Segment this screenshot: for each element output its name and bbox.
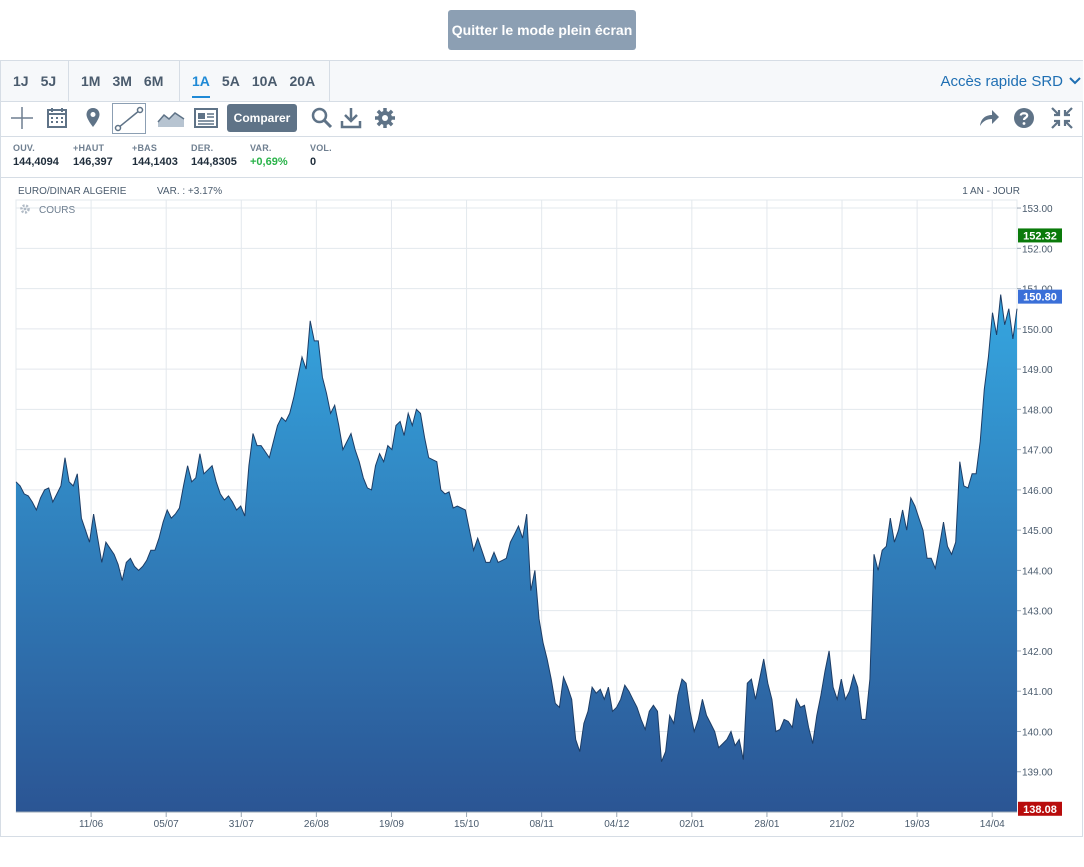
crosshair-icon[interactable] (8, 104, 36, 132)
x-tick-label: 04/12 (604, 819, 629, 830)
x-tick-label: 05/07 (154, 819, 179, 830)
y-tick-label: 145.00 (1022, 526, 1053, 537)
price-marker-label: 138.08 (1023, 804, 1057, 816)
variation-label: VAR. : +3.17% (157, 186, 222, 197)
map-pin-icon[interactable] (79, 104, 107, 132)
x-tick-label: 08/11 (530, 819, 555, 830)
compare-button[interactable]: Comparer (227, 104, 297, 132)
y-tick-label: 149.00 (1022, 365, 1053, 376)
x-tick-label: 28/01 (754, 819, 779, 830)
period-1j[interactable]: 1J (13, 73, 29, 89)
price-marker-label: 152.32 (1023, 230, 1057, 242)
y-tick-label: 144.00 (1022, 566, 1053, 577)
y-tick-label: 153.00 (1022, 204, 1053, 215)
stat-variation: VAR. +0,69% (250, 143, 288, 168)
help-icon[interactable] (1010, 104, 1038, 132)
y-tick-label: 141.00 (1022, 687, 1053, 698)
chart-panel: 1J 5J 1M 3M 6M 1A 5A 10A 20A Accès rapid… (0, 60, 1083, 837)
period-20a[interactable]: 20A (289, 73, 316, 89)
trendline-icon[interactable] (112, 103, 146, 134)
stat-last: DER. 144,8305 (191, 143, 237, 168)
stat-open: OUV. 144,4094 (13, 143, 59, 168)
price-markers: 152.32 150.80 138.08 (1018, 228, 1062, 816)
period-group-years: 1A 5A 10A 20A (180, 61, 330, 101)
x-tick-label: 26/08 (304, 819, 329, 830)
y-tick-label: 150.00 (1022, 325, 1053, 336)
search-icon[interactable] (308, 104, 336, 132)
period-label: 1 AN - JOUR (962, 186, 1020, 197)
calendar-icon[interactable] (43, 104, 71, 132)
y-tick-label: 146.00 (1022, 486, 1053, 497)
y-tick-label: 139.00 (1022, 768, 1053, 779)
y-tick-label: 142.00 (1022, 647, 1053, 658)
stat-low: +BAS 144,1403 (132, 143, 178, 168)
x-tick-label: 19/09 (379, 819, 404, 830)
series-legend: COURS (20, 204, 75, 216)
y-tick-label: 143.00 (1022, 607, 1053, 618)
share-icon[interactable] (975, 104, 1003, 132)
x-tick-label: 11/06 (79, 819, 104, 830)
y-tick-label: 140.00 (1022, 727, 1053, 738)
x-tick-label: 21/02 (830, 819, 855, 830)
period-5j[interactable]: 5J (40, 73, 57, 89)
y-tick-label: 147.00 (1022, 446, 1053, 457)
price-line (15, 294, 1018, 762)
period-1a[interactable]: 1A (192, 73, 210, 98)
price-marker-last (1018, 289, 1062, 304)
x-tick-label: 02/01 (679, 819, 704, 830)
y-tick-label: 148.00 (1022, 405, 1053, 416)
period-1m[interactable]: 1M (81, 73, 101, 89)
price-marker-label: 150.80 (1023, 292, 1057, 304)
price-area (16, 294, 1017, 813)
chevron-down-icon (1069, 77, 1081, 85)
download-icon[interactable] (337, 104, 365, 132)
news-icon[interactable] (192, 104, 220, 132)
area-chart-icon[interactable] (157, 104, 185, 132)
price-chart[interactable]: EURO/DINAR ALGERIE VAR. : +3.17% 1 AN - … (0, 177, 1084, 837)
period-6m[interactable]: 6M (143, 73, 164, 89)
collapse-icon[interactable] (1048, 104, 1076, 132)
price-marker-high (1018, 228, 1062, 243)
price-marker-low (1018, 801, 1062, 816)
quick-access-label: Accès rapide SRD (940, 72, 1063, 90)
period-5a[interactable]: 5A (221, 73, 240, 89)
instrument-label: EURO/DINAR ALGERIE (18, 186, 127, 197)
period-3m[interactable]: 3M (112, 73, 132, 89)
x-tick-label: 31/07 (229, 819, 254, 830)
period-group-months: 1M 3M 6M (69, 61, 180, 101)
x-axis: 11/06 05/07 31/07 26/08 19/09 15/10 08/11 04/12… (16, 811, 1017, 830)
period-10a[interactable]: 10A (251, 73, 278, 89)
y-tick-label: 152.00 (1022, 244, 1053, 255)
period-selector: 1J 5J 1M 3M 6M 1A 5A 10A 20A Accès rapid… (1, 61, 1083, 102)
gear-icon[interactable] (20, 204, 30, 214)
quick-access-dropdown[interactable]: Accès rapide SRD (940, 61, 1083, 101)
x-tick-label: 14/04 (980, 819, 1005, 830)
x-tick-label: 19/03 (905, 819, 930, 830)
gear-icon[interactable] (371, 104, 399, 132)
stat-volume: VOL. 0 (310, 143, 332, 168)
stat-high: +HAUT 146,397 (73, 143, 113, 168)
series-label: COURS (39, 205, 75, 216)
exit-fullscreen-button[interactable]: Quitter le mode plein écran (448, 10, 636, 50)
quote-stats: OUV. 144,4094 +HAUT 146,397 +BAS 144,1403 D… (1, 137, 1083, 178)
chart-toolbar: Comparer (1, 101, 1083, 137)
x-tick-label: 15/10 (454, 819, 479, 830)
period-group-days: 1J 5J (1, 61, 69, 101)
